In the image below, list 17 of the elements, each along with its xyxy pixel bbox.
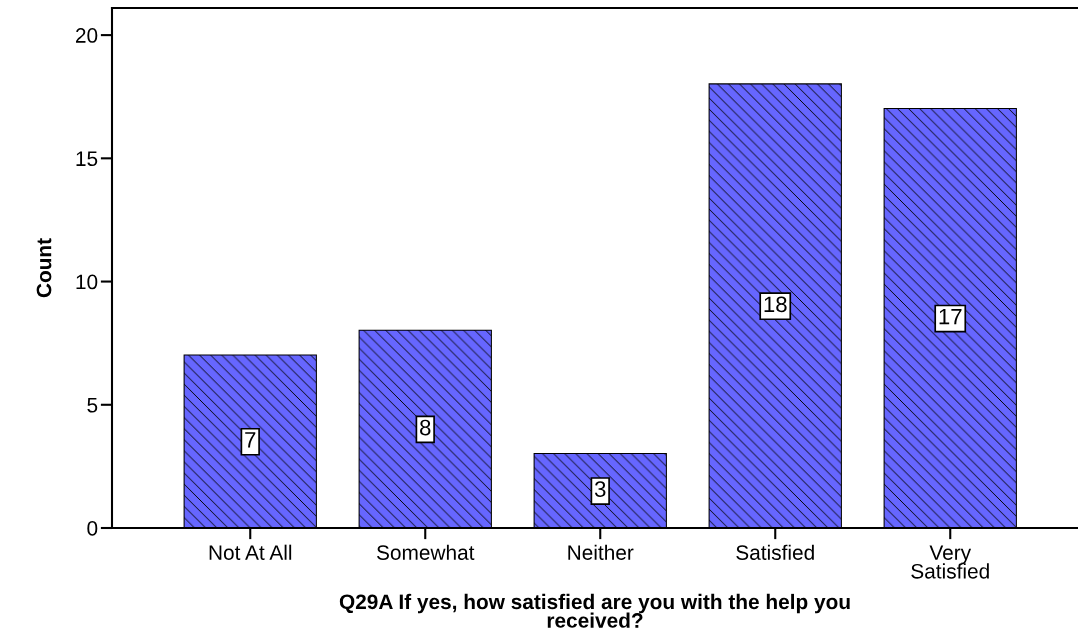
y-tick-label: 15 <box>76 151 98 167</box>
x-tick-label: Somewhat <box>376 544 475 560</box>
y-tick-label: 5 <box>87 397 98 413</box>
y-tick-label: 10 <box>76 274 98 290</box>
y-tick-label: 0 <box>87 521 98 536</box>
data-label: 3 <box>594 481 606 497</box>
y-axis-title: Count <box>36 238 52 298</box>
data-label: 8 <box>420 419 431 436</box>
x-axis-title: Q29A If yes, how satisfied are you with the help you received? <box>339 593 850 628</box>
x-tick-label: Very Satisfied <box>911 545 989 579</box>
data-label: 17 <box>939 308 962 325</box>
x-tick-label: Satisfied <box>736 544 814 560</box>
y-tick-label: 20 <box>75 28 98 43</box>
data-label: 18 <box>764 296 787 313</box>
data-label: 7 <box>245 432 256 448</box>
x-tick-label: Not At All <box>209 544 292 560</box>
x-tick-label: Neither <box>568 544 634 560</box>
